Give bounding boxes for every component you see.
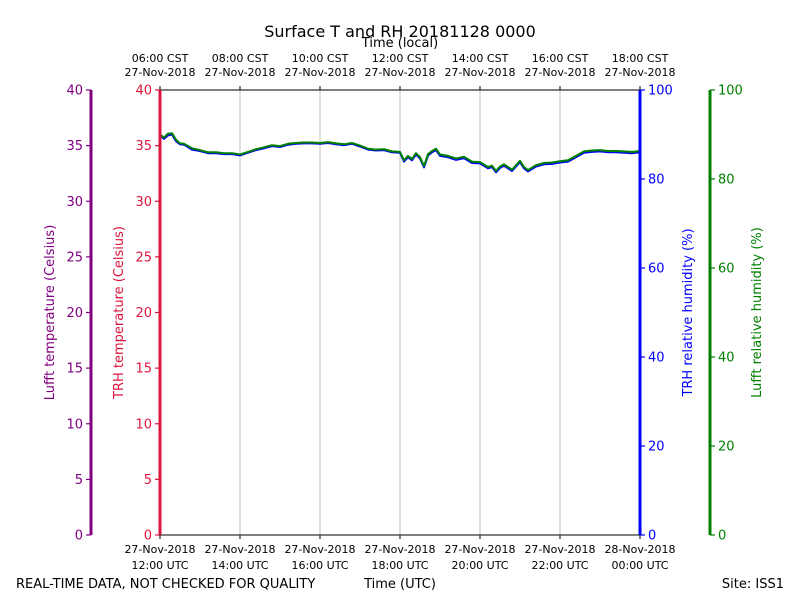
bottom-tick-date: 27-Nov-2018 (524, 543, 595, 556)
x-axis-label: Time (UTC) (363, 577, 436, 592)
lufft-rh-axis-tick-label: 100 (718, 84, 743, 99)
trh-temp-axis-tick-label: 5 (144, 473, 152, 488)
lufft-temp-axis-tick-label: 5 (75, 473, 83, 488)
trh-rh-axis-label: TRH relative humidity (%) (681, 228, 696, 397)
bottom-tick-time: 16:00 UTC (291, 559, 348, 572)
bottom-tick-time: 20:00 UTC (451, 559, 508, 572)
top-tick-date: 27-Nov-2018 (204, 66, 275, 79)
lufft-temp-axis-label: Lufft temperature (Celsius) (43, 225, 58, 401)
trh-temp-axis-tick-label: 25 (135, 250, 152, 265)
top-tick-date: 27-Nov-2018 (364, 66, 435, 79)
trh-rh-axis-tick-label: 60 (648, 262, 665, 277)
lufft-temp-axis-tick-label: 30 (66, 195, 83, 210)
chart-title: Surface T and RH 20181128 0000 (264, 22, 536, 41)
trh-rh-axis-tick-label: 100 (648, 84, 673, 99)
top-tick-time: 06:00 CST (132, 52, 189, 65)
bottom-tick-date: 27-Nov-2018 (364, 543, 435, 556)
lufft-rh-axis-label: Lufft relative humidity (%) (750, 227, 765, 398)
lufft-rh-axis-tick-label: 20 (718, 440, 735, 455)
trh-rh-axis-tick-label: 20 (648, 440, 665, 455)
bottom-tick-date: 27-Nov-2018 (284, 543, 355, 556)
top-tick-date: 27-Nov-2018 (444, 66, 515, 79)
bottom-tick-time: 12:00 UTC (131, 559, 188, 572)
lufft-temp-axis-tick-label: 15 (66, 362, 83, 377)
top-tick-time: 12:00 CST (372, 52, 429, 65)
top-axis-label: Time (local) (361, 36, 438, 51)
series-group (159, 132, 641, 174)
trh-rh-axis-tick-label: 40 (648, 351, 665, 366)
lufft-rh-axis-tick-label: 0 (718, 529, 726, 544)
bottom-tick-date: 27-Nov-2018 (124, 543, 195, 556)
top-tick-time: 16:00 CST (532, 52, 589, 65)
bottom-tick-time: 00:00 UTC (611, 559, 668, 572)
top-tick-time: 18:00 CST (612, 52, 669, 65)
bottom-tick-time: 22:00 UTC (531, 559, 588, 572)
trh-temp-axis-tick-label: 40 (135, 84, 152, 99)
lufft-temp-axis-tick-label: 20 (66, 306, 83, 321)
top-tick-date: 27-Nov-2018 (604, 66, 675, 79)
trh-temp-axis-tick-label: 15 (135, 362, 152, 377)
bottom-tick-date: 28-Nov-2018 (604, 543, 675, 556)
lufft-rh-series-line (159, 132, 641, 172)
footer-site-label: Site: ISS1 (722, 577, 784, 592)
lufft-temp-axis-tick-label: 35 (66, 139, 83, 154)
lufft-rh-axis-tick-label: 60 (718, 262, 735, 277)
lufft-rh-axis-tick-label: 40 (718, 351, 735, 366)
footer-left-note: REAL-TIME DATA, NOT CHECKED FOR QUALITY (16, 577, 315, 592)
top-tick-date: 27-Nov-2018 (124, 66, 195, 79)
top-tick-time: 10:00 CST (292, 52, 349, 65)
axes-group: 0 5 10 15 20 25 30 35 40 Lufft temperature (Celsi… (43, 84, 765, 544)
vertical-gridlines (239, 90, 561, 535)
bottom-tick-time: 14:00 UTC (211, 559, 268, 572)
lufft-temp-axis-tick-label: 40 (66, 84, 83, 99)
x-ticks-group: 27-Nov-2018 12:00 UTC 27-Nov-2018 14:00 UTC… (124, 52, 675, 572)
trh-temp-axis-tick-label: 35 (135, 139, 152, 154)
trh-temp-axis-tick-label: 20 (135, 306, 152, 321)
lufft-temp-axis-tick-label: 0 (75, 529, 83, 544)
top-tick-date: 27-Nov-2018 (284, 66, 355, 79)
trh-temp-axis-tick-label: 30 (135, 195, 152, 210)
top-tick-date: 27-Nov-2018 (524, 66, 595, 79)
lufft-temp-axis-tick-label: 25 (66, 250, 83, 265)
trh-temp-axis-tick-label: 0 (144, 529, 152, 544)
trh-temp-axis-label: TRH temperature (Celsius) (112, 226, 127, 400)
top-tick-time: 14:00 CST (452, 52, 509, 65)
bottom-tick-date: 27-Nov-2018 (444, 543, 515, 556)
top-tick-time: 08:00 CST (212, 52, 269, 65)
trh-temp-axis-tick-label: 10 (135, 417, 152, 432)
lufft-temp-axis-tick-label: 10 (66, 417, 83, 432)
trh-rh-axis-tick-label: 80 (648, 173, 665, 188)
trh-rh-axis-tick-label: 0 (648, 529, 656, 544)
bottom-tick-time: 18:00 UTC (371, 559, 428, 572)
lufft-rh-axis-tick-label: 80 (718, 173, 735, 188)
bottom-tick-date: 27-Nov-2018 (204, 543, 275, 556)
